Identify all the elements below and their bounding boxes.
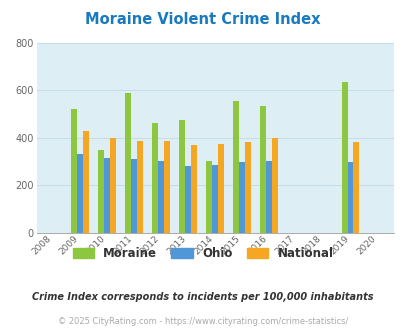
- Bar: [239, 162, 245, 233]
- Bar: [260, 106, 266, 233]
- Bar: [136, 141, 143, 233]
- Bar: [164, 141, 170, 233]
- Bar: [125, 93, 131, 233]
- Bar: [233, 101, 239, 233]
- Bar: [191, 145, 196, 233]
- Bar: [341, 82, 347, 233]
- Bar: [77, 154, 83, 233]
- Legend: Moraine, Ohio, National: Moraine, Ohio, National: [72, 247, 333, 260]
- Bar: [272, 138, 277, 233]
- Bar: [83, 131, 89, 233]
- Bar: [266, 161, 272, 233]
- Bar: [185, 166, 191, 233]
- Bar: [347, 162, 353, 233]
- Bar: [131, 159, 136, 233]
- Text: Moraine Violent Crime Index: Moraine Violent Crime Index: [85, 12, 320, 26]
- Bar: [206, 161, 212, 233]
- Bar: [152, 123, 158, 233]
- Bar: [217, 144, 224, 233]
- Text: © 2025 CityRating.com - https://www.cityrating.com/crime-statistics/: © 2025 CityRating.com - https://www.city…: [58, 317, 347, 326]
- Bar: [98, 150, 104, 233]
- Bar: [179, 119, 185, 233]
- Bar: [245, 142, 251, 233]
- Bar: [110, 138, 115, 233]
- Text: Crime Index corresponds to incidents per 100,000 inhabitants: Crime Index corresponds to incidents per…: [32, 292, 373, 302]
- Bar: [158, 161, 164, 233]
- Bar: [71, 109, 77, 233]
- Bar: [104, 158, 110, 233]
- Bar: [353, 142, 358, 233]
- Bar: [212, 165, 217, 233]
